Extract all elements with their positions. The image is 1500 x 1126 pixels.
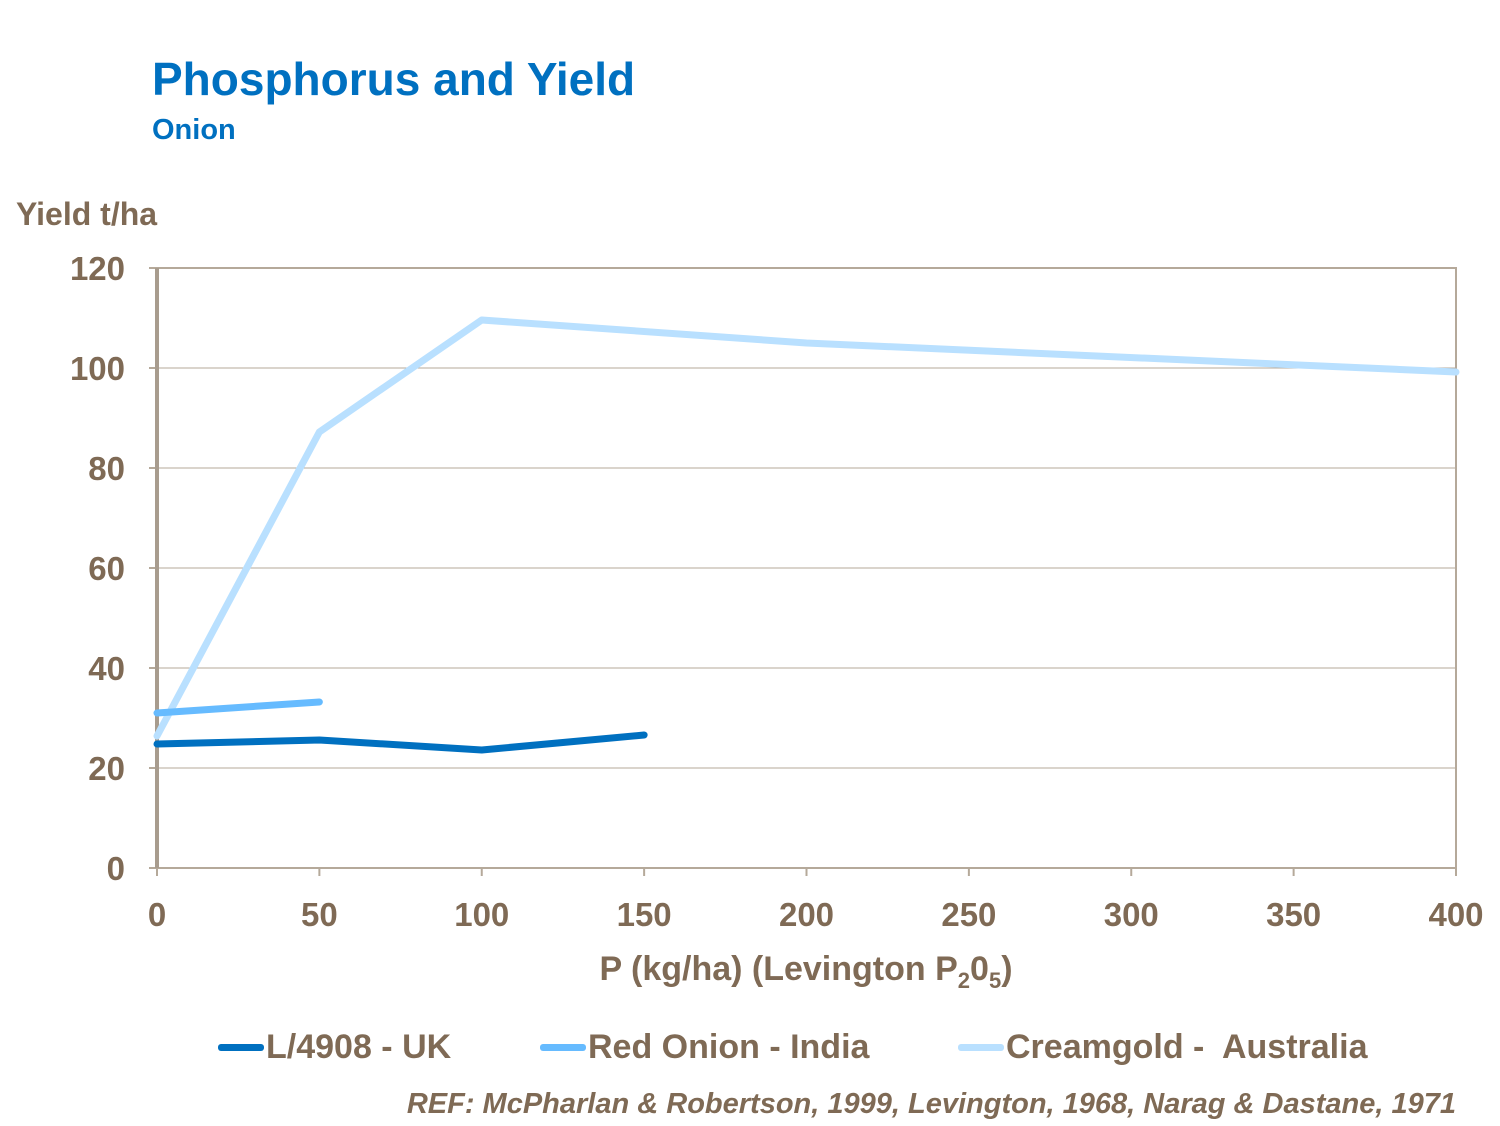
legend-swatch (540, 1044, 586, 1051)
series-line (153, 731, 648, 754)
legend-label: L/4908 - UK (266, 1028, 452, 1066)
x-tick-label: 50 (301, 896, 338, 933)
y-tick-label: 60 (88, 550, 125, 587)
y-tick-label: 120 (70, 250, 125, 287)
legend-label: Creamgold - Australia (1006, 1028, 1368, 1066)
legend-swatch (218, 1044, 264, 1051)
y-axis-label: Yield t/ha (16, 196, 158, 232)
y-tick-label: 80 (88, 450, 125, 487)
x-axis-label-mid: 0 (970, 950, 989, 988)
y-tick-label: 20 (88, 750, 125, 787)
legend-label: Red Onion - India (588, 1028, 870, 1066)
legend-item-uk: L/4908 - UK (218, 1028, 451, 1067)
chart-subtitle: Onion (152, 114, 236, 146)
x-tick-label: 100 (454, 896, 509, 933)
x-tick-label: 400 (1428, 896, 1483, 933)
x-axis-label-sub1: 2 (957, 968, 971, 993)
x-tick-label: 0 (148, 896, 166, 933)
x-axis-label-sub2: 5 (988, 968, 1002, 993)
series-line (153, 698, 323, 717)
x-axis-label: P (kg/ha) (Levington P205) (0, 950, 1500, 994)
x-tick-label: 250 (941, 896, 996, 933)
y-tick-label: 0 (107, 850, 125, 887)
x-axis-label-end: ) (1001, 950, 1013, 988)
y-tick-label: 100 (70, 350, 125, 387)
legend: L/4908 - UK Red Onion - India Creamgold … (0, 1028, 1500, 1072)
legend-swatch (958, 1044, 1004, 1051)
y-tick-label: 40 (88, 650, 125, 687)
x-tick-label: 150 (617, 896, 672, 933)
x-axis-label-main: P (kg/ha) (Levington P (599, 950, 958, 988)
chart-title: Phosphorus and Yield (152, 53, 636, 105)
legend-item-australia: Creamgold - Australia (958, 1028, 1367, 1067)
series-line (153, 316, 1460, 740)
x-tick-label: 350 (1266, 896, 1321, 933)
x-tick-label: 200 (779, 896, 834, 933)
x-tick-label: 300 (1104, 896, 1159, 933)
legend-item-india: Red Onion - India (540, 1028, 869, 1067)
reference-note: REF: McPharlan & Robertson, 1999, Leving… (406, 1088, 1456, 1120)
